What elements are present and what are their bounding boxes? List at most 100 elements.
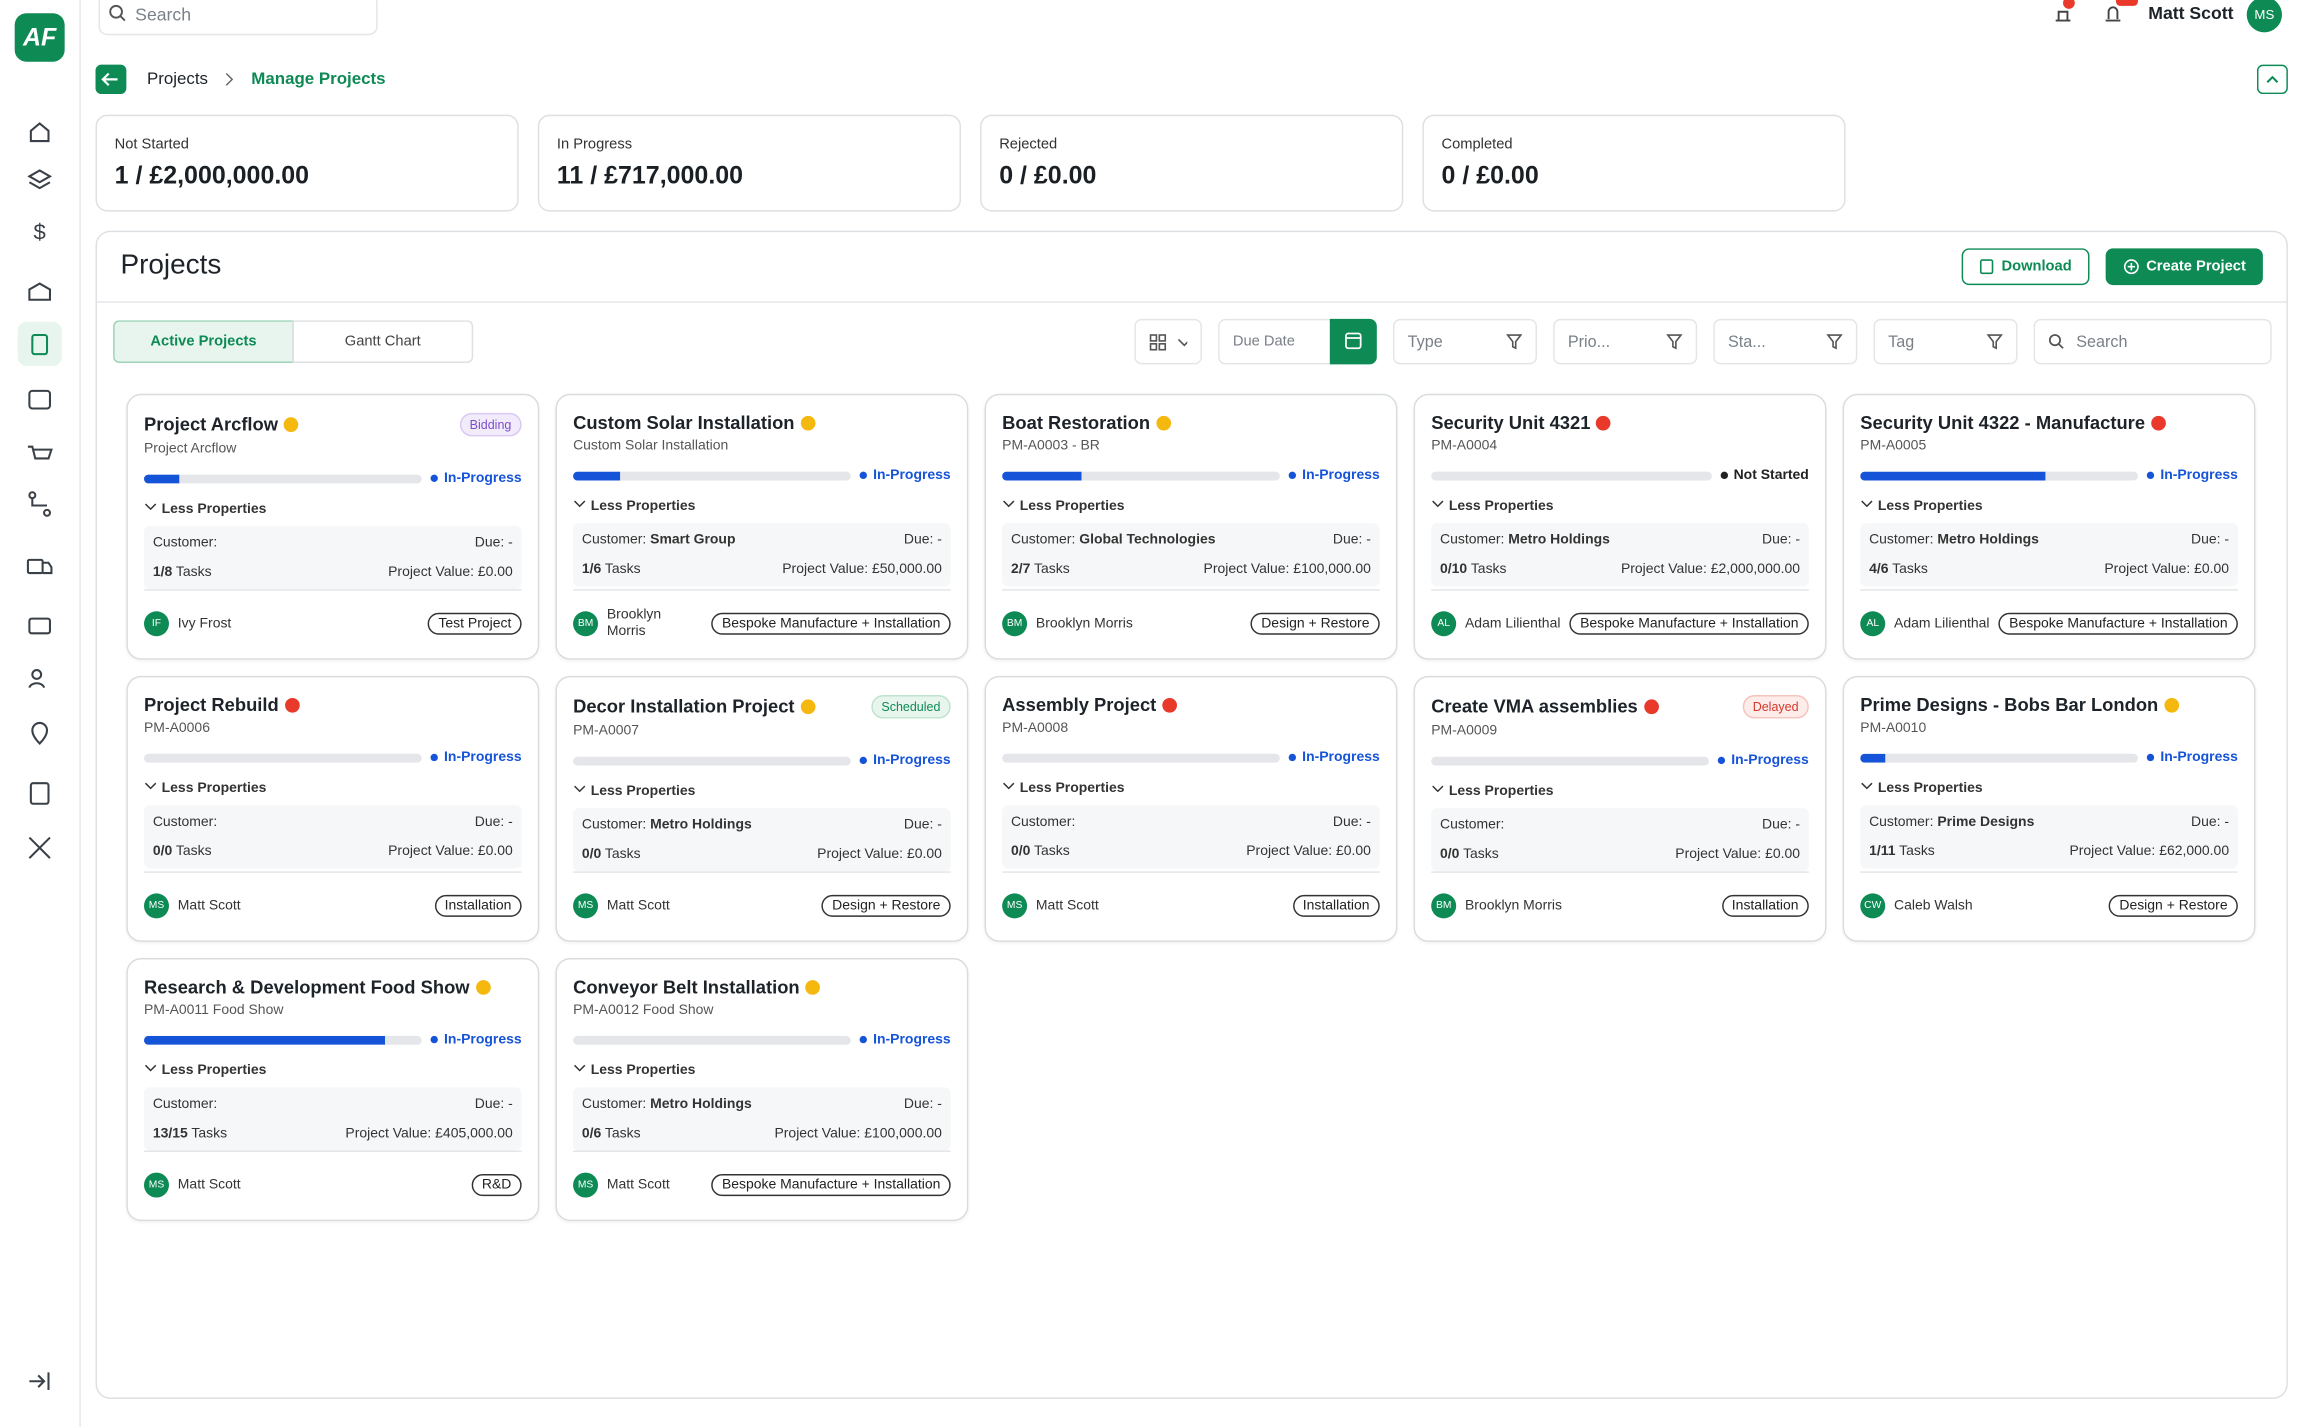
nav-building[interactable] bbox=[28, 282, 51, 301]
nav-projects[interactable] bbox=[31, 333, 49, 356]
properties-box: Customer: Due: - 0/0 Tasks Project Value: £… bbox=[1002, 805, 1380, 869]
tab-gantt[interactable]: Gantt Chart bbox=[292, 320, 474, 363]
panel-title: Projects bbox=[120, 249, 222, 281]
card-subtitle: Project Arcflow bbox=[144, 440, 237, 457]
tasks: 4/6 Tasks bbox=[1869, 561, 1928, 577]
card-title: Boat Restoration bbox=[1002, 413, 1171, 433]
status-filter[interactable]: Sta... bbox=[1713, 318, 1858, 365]
nav-route[interactable] bbox=[31, 498, 48, 507]
project-card[interactable]: Prime Designs - Bobs Bar London PM-A0010 I… bbox=[1842, 675, 2256, 942]
card-header: Project Arcflow Bidding bbox=[144, 412, 522, 437]
card-subtitle: PM-A0006 bbox=[144, 720, 210, 737]
breadcrumb-parent[interactable]: Projects bbox=[146, 70, 208, 89]
nav-location[interactable] bbox=[31, 721, 49, 745]
tab-active[interactable]: Active Projects bbox=[113, 320, 294, 363]
search-filter[interactable]: Search bbox=[2033, 318, 2272, 365]
project-card[interactable]: Project Arcflow Bidding Project Arcflow In-… bbox=[126, 393, 540, 660]
less-properties[interactable]: Less Properties bbox=[144, 501, 522, 517]
less-properties[interactable]: Less Properties bbox=[1002, 498, 1380, 514]
project-card[interactable]: Decor Installation Project Scheduled PM-A0… bbox=[555, 675, 969, 942]
bell-icon[interactable] bbox=[2105, 6, 2121, 22]
nav-home[interactable] bbox=[29, 122, 50, 143]
customer-row: Customer: Due: - bbox=[1440, 817, 1800, 833]
customer: Customer: bbox=[153, 535, 217, 551]
card-header: Security Unit 4322 - Manufacture bbox=[1860, 413, 2238, 433]
nav-truck[interactable] bbox=[26, 558, 44, 575]
less-properties[interactable]: Less Properties bbox=[144, 1062, 522, 1079]
progress-track bbox=[573, 1035, 852, 1045]
less-properties[interactable]: Less Properties bbox=[573, 783, 951, 799]
customer-name: Metro Holdings bbox=[650, 1096, 752, 1113]
top-search[interactable]: Search bbox=[98, 0, 378, 36]
less-properties[interactable]: Less Properties bbox=[1431, 783, 1809, 799]
download-button[interactable]: Download bbox=[1961, 248, 2090, 286]
card-title: Security Unit 4322 - Manufacture bbox=[1860, 413, 2166, 433]
user-avatar[interactable]: MS bbox=[2246, 0, 2282, 33]
due: Due: - bbox=[474, 814, 513, 831]
nav-users[interactable] bbox=[31, 669, 43, 680]
create-button[interactable]: Create Project bbox=[2105, 248, 2263, 286]
value-amount: £405,000.00 bbox=[435, 1125, 513, 1142]
value-amount: £0.00 bbox=[477, 564, 513, 581]
properties-box: Customer: Smart Group Due: - 1/6 Tasks Proj… bbox=[573, 523, 951, 587]
project-card[interactable]: Security Unit 4322 - Manufacture PM-A0005… bbox=[1842, 393, 2256, 660]
nav-briefcase[interactable] bbox=[28, 617, 51, 635]
progress-track bbox=[144, 753, 423, 762]
stat-value: 0 / £0.00 bbox=[1441, 161, 1539, 190]
tasks-label: Tasks bbox=[175, 564, 212, 581]
nav-clipboard[interactable] bbox=[29, 782, 50, 805]
value-label: Project Value: bbox=[774, 1125, 861, 1142]
tag-filter[interactable]: Tag bbox=[1873, 318, 2018, 365]
calendar-button[interactable] bbox=[1329, 318, 1377, 365]
tasks-row: 4/6 Tasks Project Value: £0.00 bbox=[1869, 561, 2229, 577]
less-properties[interactable]: Less Properties bbox=[573, 1062, 951, 1079]
nav-tools[interactable] bbox=[28, 836, 51, 859]
less-properties[interactable]: Less Properties bbox=[1431, 498, 1809, 514]
stat-label: Rejected bbox=[999, 136, 1058, 153]
due: Due: - bbox=[1332, 531, 1371, 549]
project-card[interactable]: Create VMA assemblies Delayed PM-A0009 In-P… bbox=[1413, 675, 1827, 942]
collapse-icon[interactable] bbox=[26, 1368, 52, 1394]
tasks-row: 1/11 Tasks Project Value: £62,000.00 bbox=[1869, 843, 2229, 859]
stamp-icon[interactable] bbox=[2055, 10, 2071, 22]
progress-fill bbox=[144, 1035, 385, 1045]
less-properties[interactable]: Less Properties bbox=[1860, 780, 2238, 796]
project-card[interactable]: Assembly Project PM-A0008 In-Progress Less … bbox=[984, 675, 1398, 942]
progress-track bbox=[1431, 470, 1712, 480]
type-filter[interactable]: Type bbox=[1392, 318, 1537, 365]
nav-calendar[interactable] bbox=[28, 389, 51, 410]
priority-filter[interactable]: Prio... bbox=[1553, 318, 1698, 365]
less-properties[interactable]: Less Properties bbox=[144, 780, 522, 796]
progress-row: In-Progress bbox=[1002, 467, 1380, 483]
back-button[interactable] bbox=[95, 64, 127, 95]
project-card[interactable]: Conveyor Belt Installation PM-A0012 Food … bbox=[555, 958, 969, 1222]
due-date-filter[interactable]: Due Date bbox=[1218, 318, 1336, 365]
download-label: Download bbox=[2001, 258, 2072, 275]
card-title: Project Arcflow bbox=[144, 414, 299, 435]
card-title: Prime Designs - Bobs Bar London bbox=[1860, 695, 2179, 716]
customer-row: Customer: Metro Holdings Due: - bbox=[582, 817, 942, 833]
project-card[interactable]: Boat Restoration PM-A0003 - BR In-Progress… bbox=[984, 393, 1398, 660]
person-name: Adam Lilienthal bbox=[1464, 614, 1561, 632]
less-properties[interactable]: Less Properties bbox=[573, 498, 951, 514]
less-properties[interactable]: Less Properties bbox=[1002, 780, 1380, 796]
project-card[interactable]: Project Rebuild PM-A0006 In-Progress Less P… bbox=[126, 675, 540, 942]
card-footer: BM Brooklyn Morris Design + Restore bbox=[1002, 589, 1380, 643]
title-text: Research & Development Food Show bbox=[144, 977, 470, 998]
less-properties[interactable]: Less Properties bbox=[1860, 498, 2238, 514]
status-text: In-Progress bbox=[860, 467, 951, 483]
nav-cart[interactable] bbox=[27, 445, 53, 460]
progress-row: In-Progress bbox=[144, 749, 522, 766]
nav-layers[interactable] bbox=[27, 169, 53, 190]
project-card[interactable]: Custom Solar Installation Custom Solar In… bbox=[555, 393, 969, 660]
less-label: Less Properties bbox=[1448, 498, 1554, 515]
person-name: Brooklyn Morris bbox=[1464, 897, 1562, 914]
tasks-count: 2/7 bbox=[1010, 561, 1031, 578]
view-toggle[interactable] bbox=[1134, 318, 1202, 365]
logo[interactable]: AF bbox=[14, 13, 65, 62]
collapse-button[interactable] bbox=[2256, 64, 2288, 95]
card-subtitle: PM-A0007 bbox=[573, 722, 640, 740]
project-card[interactable]: Research & Development Food Show PM-A0011… bbox=[126, 958, 540, 1222]
project-card[interactable]: Security Unit 4321 PM-A0004 Not Started Les… bbox=[1413, 393, 1827, 660]
